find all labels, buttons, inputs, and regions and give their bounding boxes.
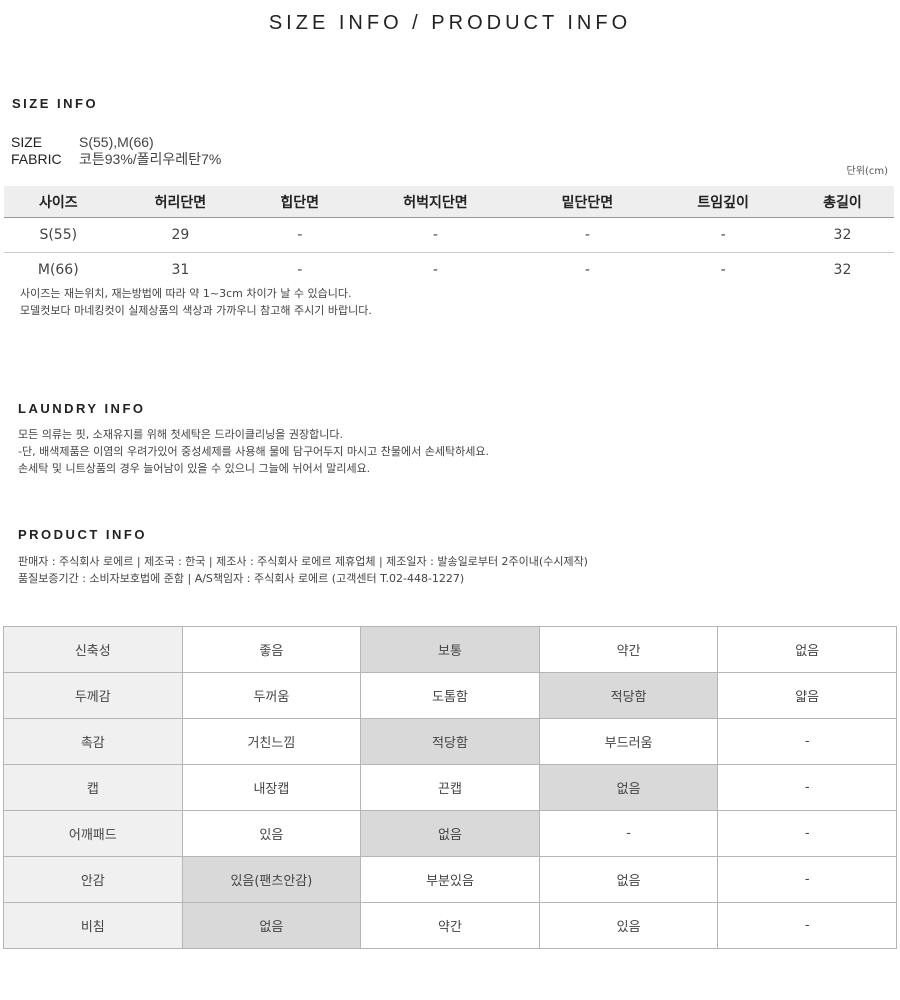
attribute-option-selected: 있음(팬츠안감) bbox=[181, 856, 362, 903]
page-title: SIZE INFO / PRODUCT INFO bbox=[268, 12, 632, 34]
product-line: 판매자 : 주식회사 로에르 | 제조국 : 한국 | 제조사 : 주식회사 로… bbox=[18, 555, 588, 568]
attribute-label: 캡 bbox=[3, 764, 183, 811]
table-cell: - bbox=[351, 217, 520, 253]
attribute-option: 끈캡 bbox=[360, 764, 540, 811]
laundry-line: 모든 의류는 핏, 소재유지를 위해 첫세탁은 드라이클리닝을 권장합니다. bbox=[18, 428, 343, 441]
size-column-header: 밑단단면 bbox=[519, 186, 656, 218]
attribute-option: 있음 bbox=[181, 810, 362, 857]
attribute-option: 좋음 bbox=[181, 626, 362, 673]
size-column-header: 사이즈 bbox=[4, 186, 113, 218]
laundry-info-heading: LAUNDRY INFO bbox=[18, 401, 146, 416]
attribute-option: 없음 bbox=[538, 856, 719, 903]
attribute-option-selected: 보통 bbox=[360, 626, 540, 673]
size-column-header: 허벅지단면 bbox=[351, 186, 520, 218]
attribute-row: 두께감 두꺼움 도톰함 적당함 얇음 bbox=[3, 672, 897, 719]
table-cell: 32 bbox=[790, 217, 894, 253]
table-row: M(66) 31 - - - - 32 bbox=[4, 253, 894, 288]
attribute-option: 내장캡 bbox=[181, 764, 362, 811]
size-notes: 사이즈는 재는위치, 재는방법에 따라 약 1~3cm 차이가 날 수 있습니다… bbox=[20, 285, 372, 319]
attribute-label: 촉감 bbox=[3, 718, 183, 765]
attribute-option-selected: 없음 bbox=[538, 764, 719, 811]
attribute-label: 안감 bbox=[3, 856, 183, 903]
attribute-option: 약간 bbox=[538, 626, 719, 673]
attribute-option: 부드러움 bbox=[538, 718, 719, 765]
attribute-option: - bbox=[538, 810, 719, 857]
attribute-option: - bbox=[717, 764, 897, 811]
fabric-value: 코튼93%/폴리우레탄7% bbox=[79, 151, 222, 167]
size-column-header: 허리단면 bbox=[112, 186, 249, 218]
attribute-option: - bbox=[717, 810, 897, 857]
attribute-label: 어깨패드 bbox=[3, 810, 183, 857]
table-cell: - bbox=[248, 217, 352, 253]
attribute-option: 도톰함 bbox=[360, 672, 540, 719]
attribute-option: 거친느낌 bbox=[181, 718, 362, 765]
attribute-table: 신축성 좋음 보통 약간 없음 두께감 두꺼움 도톰함 적당함 얇음 촉감 거친느낌 적당함 부드러움 - 캡… bbox=[3, 626, 897, 949]
table-cell: 32 bbox=[833, 262, 852, 278]
size-fabric-summary: SIZE S(55),M(66) FABRIC 코튼93%/폴리우레탄7% bbox=[11, 134, 221, 168]
table-cell: - bbox=[584, 262, 590, 278]
attribute-option: 두꺼움 bbox=[181, 672, 362, 719]
table-cell: S(55) bbox=[4, 217, 113, 253]
table-cell: 29 bbox=[112, 217, 249, 253]
size-column-header: 총길이 bbox=[790, 186, 894, 218]
attribute-option: - bbox=[717, 856, 897, 903]
fabric-label: FABRIC bbox=[11, 151, 62, 167]
unit-label: 단위(cm) bbox=[846, 166, 888, 177]
size-note: 모델컷보다 마네킹컷이 실제상품의 색상과 가까우니 참고해 주시기 바랍니다. bbox=[20, 304, 372, 317]
attribute-label: 두께감 bbox=[3, 672, 183, 719]
attribute-option: 얇음 bbox=[717, 672, 897, 719]
size-column-header: 트임깊이 bbox=[655, 186, 791, 218]
size-info-heading: SIZE INFO bbox=[12, 96, 99, 111]
attribute-option: - bbox=[717, 718, 897, 765]
attribute-row: 안감 있음(팬츠안감) 부분있음 없음 - bbox=[3, 856, 897, 903]
product-text: 판매자 : 주식회사 로에르 | 제조국 : 한국 | 제조사 : 주식회사 로… bbox=[18, 553, 588, 587]
attribute-option-selected: 없음 bbox=[360, 810, 540, 857]
attribute-row: 비침 없음 약간 있음 - bbox=[3, 902, 897, 949]
attribute-row: 캡 내장캡 끈캡 없음 - bbox=[3, 764, 897, 811]
laundry-text: 모든 의류는 핏, 소재유지를 위해 첫세탁은 드라이클리닝을 권장합니다. -… bbox=[18, 426, 489, 477]
attribute-option-selected: 적당함 bbox=[538, 672, 719, 719]
attribute-option: 부분있음 bbox=[360, 856, 540, 903]
attribute-label: 비침 bbox=[3, 902, 183, 949]
attribute-option: 약간 bbox=[360, 902, 540, 949]
table-row: S(55) 29- - - -32 bbox=[4, 217, 894, 253]
laundry-line: -단, 배색제품은 이염의 우려가있어 중성세제를 사용해 물에 담구어두지 마… bbox=[18, 445, 489, 458]
attribute-option-selected: 없음 bbox=[181, 902, 362, 949]
size-note: 사이즈는 재는위치, 재는방법에 따라 약 1~3cm 차이가 날 수 있습니다… bbox=[20, 287, 352, 300]
product-info-heading: PRODUCT INFO bbox=[18, 527, 147, 542]
product-line: 품질보증기간 : 소비자보호법에 준함 | A/S책임자 : 주식회사 로에르 … bbox=[18, 572, 465, 585]
size-table: 사이즈 허리단면 힙단면 허벅지단면 밑단단면 트임깊이 총길이 S(55) 29- - - -32… bbox=[4, 186, 894, 287]
table-cell: - bbox=[297, 262, 303, 278]
attribute-row: 촉감 거친느낌 적당함 부드러움 - bbox=[3, 718, 897, 765]
table-cell: 31 bbox=[171, 262, 190, 278]
table-cell: M(66) bbox=[37, 262, 79, 278]
attribute-option: 있음 bbox=[538, 902, 719, 949]
attribute-option: 없음 bbox=[717, 626, 897, 673]
attribute-label: 신축성 bbox=[3, 626, 183, 673]
attribute-option: - bbox=[717, 902, 897, 949]
size-value: S(55),M(66) bbox=[79, 134, 154, 150]
table-cell: - bbox=[519, 217, 656, 253]
table-cell: - bbox=[655, 217, 791, 253]
table-cell: - bbox=[432, 262, 438, 278]
laundry-line: 손세탁 및 니트상품의 경우 늘어남이 있을 수 있으니 그늘에 뉘어서 말리세… bbox=[18, 462, 371, 475]
attribute-row: 어깨패드 있음 없음 - - bbox=[3, 810, 897, 857]
attribute-row: 신축성 좋음 보통 약간 없음 bbox=[3, 626, 897, 673]
size-column-header: 힙단면 bbox=[248, 186, 352, 218]
size-label: SIZE bbox=[11, 134, 43, 150]
attribute-option-selected: 적당함 bbox=[360, 718, 540, 765]
table-cell: - bbox=[720, 262, 726, 278]
